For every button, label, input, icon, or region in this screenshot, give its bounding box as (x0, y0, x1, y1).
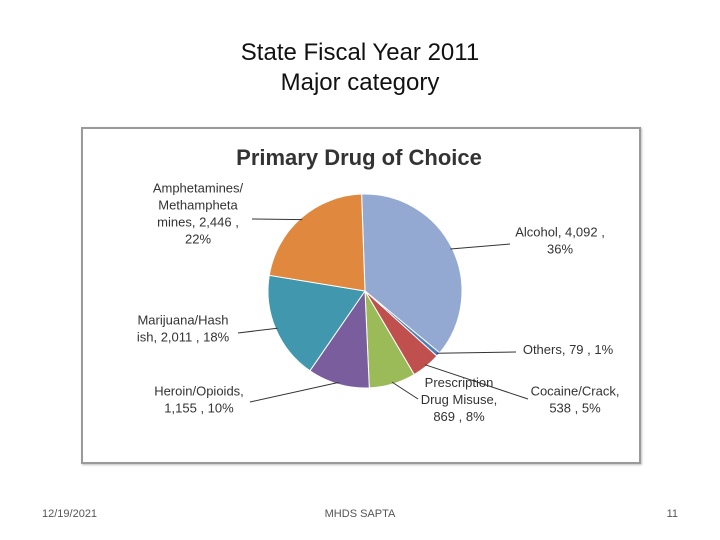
leader-line-marijuana-hashish (237, 327, 278, 334)
data-label-amphetamines-methamphetamines: Amphetamines/Methampheta mines, 2,446 , 22… (153, 181, 244, 247)
footer-center-text: MHDS SAPTA (324, 508, 396, 520)
data-label-heroin-opioids: Heroin/Opioids, 1,155 , 10% (154, 384, 244, 416)
footer-page-number: 11 (666, 508, 678, 520)
leader-line-cocaine-crack (424, 364, 529, 400)
slide-title-line-1: State Fiscal Year 2011 (240, 39, 480, 66)
chart-title: Primary Drug of Choice (236, 145, 482, 170)
pie-slice-marijuana-hashish (267, 274, 366, 372)
slide-title: State Fiscal Year 2011 Major category (0, 38, 720, 98)
pie-slice-amphetamines-methamphetamines (268, 193, 366, 292)
leader-line-others (436, 351, 517, 354)
data-label-others: Others, 79 , 1% (523, 342, 614, 357)
data-label-cocaine-crack: Cocaine/Crack, 538 , 5% (531, 384, 620, 416)
leader-line-amphetamines-methamphetamines (251, 218, 303, 221)
leader-line-alcohol (450, 243, 511, 250)
data-label-marijuana-hashish: Marijuana/Hash ish, 2,011 , 18% (137, 313, 230, 345)
data-label-prescription-drug-misuse: Prescription Drug Misuse, 869 , 8% (421, 375, 498, 424)
leader-line-prescription-drug-misuse (391, 381, 419, 400)
chart-frame (81, 127, 641, 464)
footer-date: 12/19/2021 (42, 508, 98, 520)
leader-line-heroin-opioids (249, 381, 339, 403)
slide-title-line-2: Major category (280, 69, 440, 96)
data-label-alcohol: Alcohol, 4,092 , 36% (515, 225, 605, 257)
pie-slice-alcohol (361, 193, 463, 354)
